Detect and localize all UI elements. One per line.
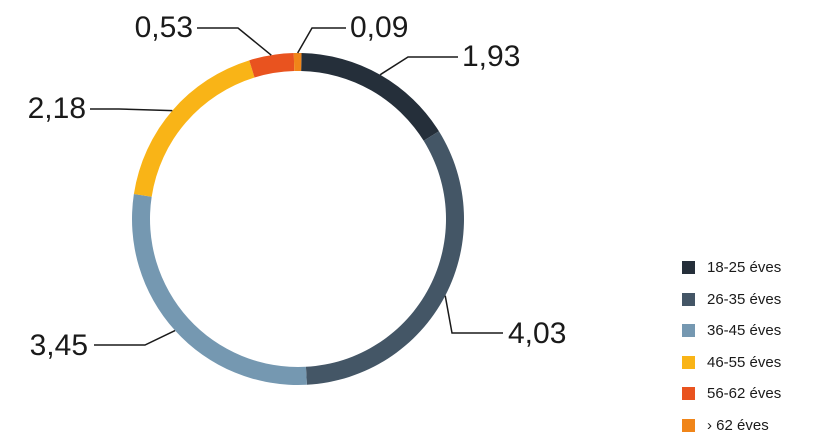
donut-slice xyxy=(294,53,302,71)
value-label: 4,03 xyxy=(508,317,566,350)
legend-label: 18-25 éves xyxy=(707,259,781,276)
value-label: 0,53 xyxy=(135,11,193,44)
legend-item: › 62 éves xyxy=(682,410,781,441)
legend-swatch xyxy=(682,261,695,274)
donut-slice xyxy=(132,194,307,385)
leader-line xyxy=(94,331,175,345)
legend-item: 56-62 éves xyxy=(682,378,781,410)
leader-line xyxy=(380,57,458,75)
donut-slice xyxy=(301,53,439,141)
legend-label: 26-35 éves xyxy=(707,291,781,308)
leader-line xyxy=(298,28,346,53)
leader-line xyxy=(197,28,271,55)
legend-swatch xyxy=(682,324,695,337)
value-label: 3,45 xyxy=(30,329,88,362)
chart-area: 1,93 4,03 3,45 2,18 0,53 0,09 18-25 éves 26-3… xyxy=(0,0,814,425)
legend-item: 46-55 éves xyxy=(682,347,781,379)
leader-line xyxy=(445,296,503,333)
legend: 18-25 éves 26-35 éves 36-45 éves 46-55 é… xyxy=(682,252,781,441)
legend-swatch xyxy=(682,293,695,306)
legend-item: 18-25 éves xyxy=(682,252,781,284)
legend-label: 56-62 éves xyxy=(707,385,781,402)
donut-slice xyxy=(249,53,294,77)
legend-label: › 62 éves xyxy=(707,417,769,434)
legend-swatch xyxy=(682,356,695,369)
value-label: 1,93 xyxy=(462,40,520,73)
donut-slice xyxy=(306,131,464,384)
value-label: 0,09 xyxy=(350,11,408,44)
donut-slice xyxy=(134,60,255,196)
donut-slices xyxy=(132,53,464,385)
legend-item: 26-35 éves xyxy=(682,284,781,316)
legend-label: 36-45 éves xyxy=(707,322,781,339)
leader-line xyxy=(90,109,172,111)
legend-label: 46-55 éves xyxy=(707,354,781,371)
legend-item: 36-45 éves xyxy=(682,315,781,347)
legend-swatch xyxy=(682,419,695,432)
legend-swatch xyxy=(682,387,695,400)
value-label: 2,18 xyxy=(28,92,86,125)
